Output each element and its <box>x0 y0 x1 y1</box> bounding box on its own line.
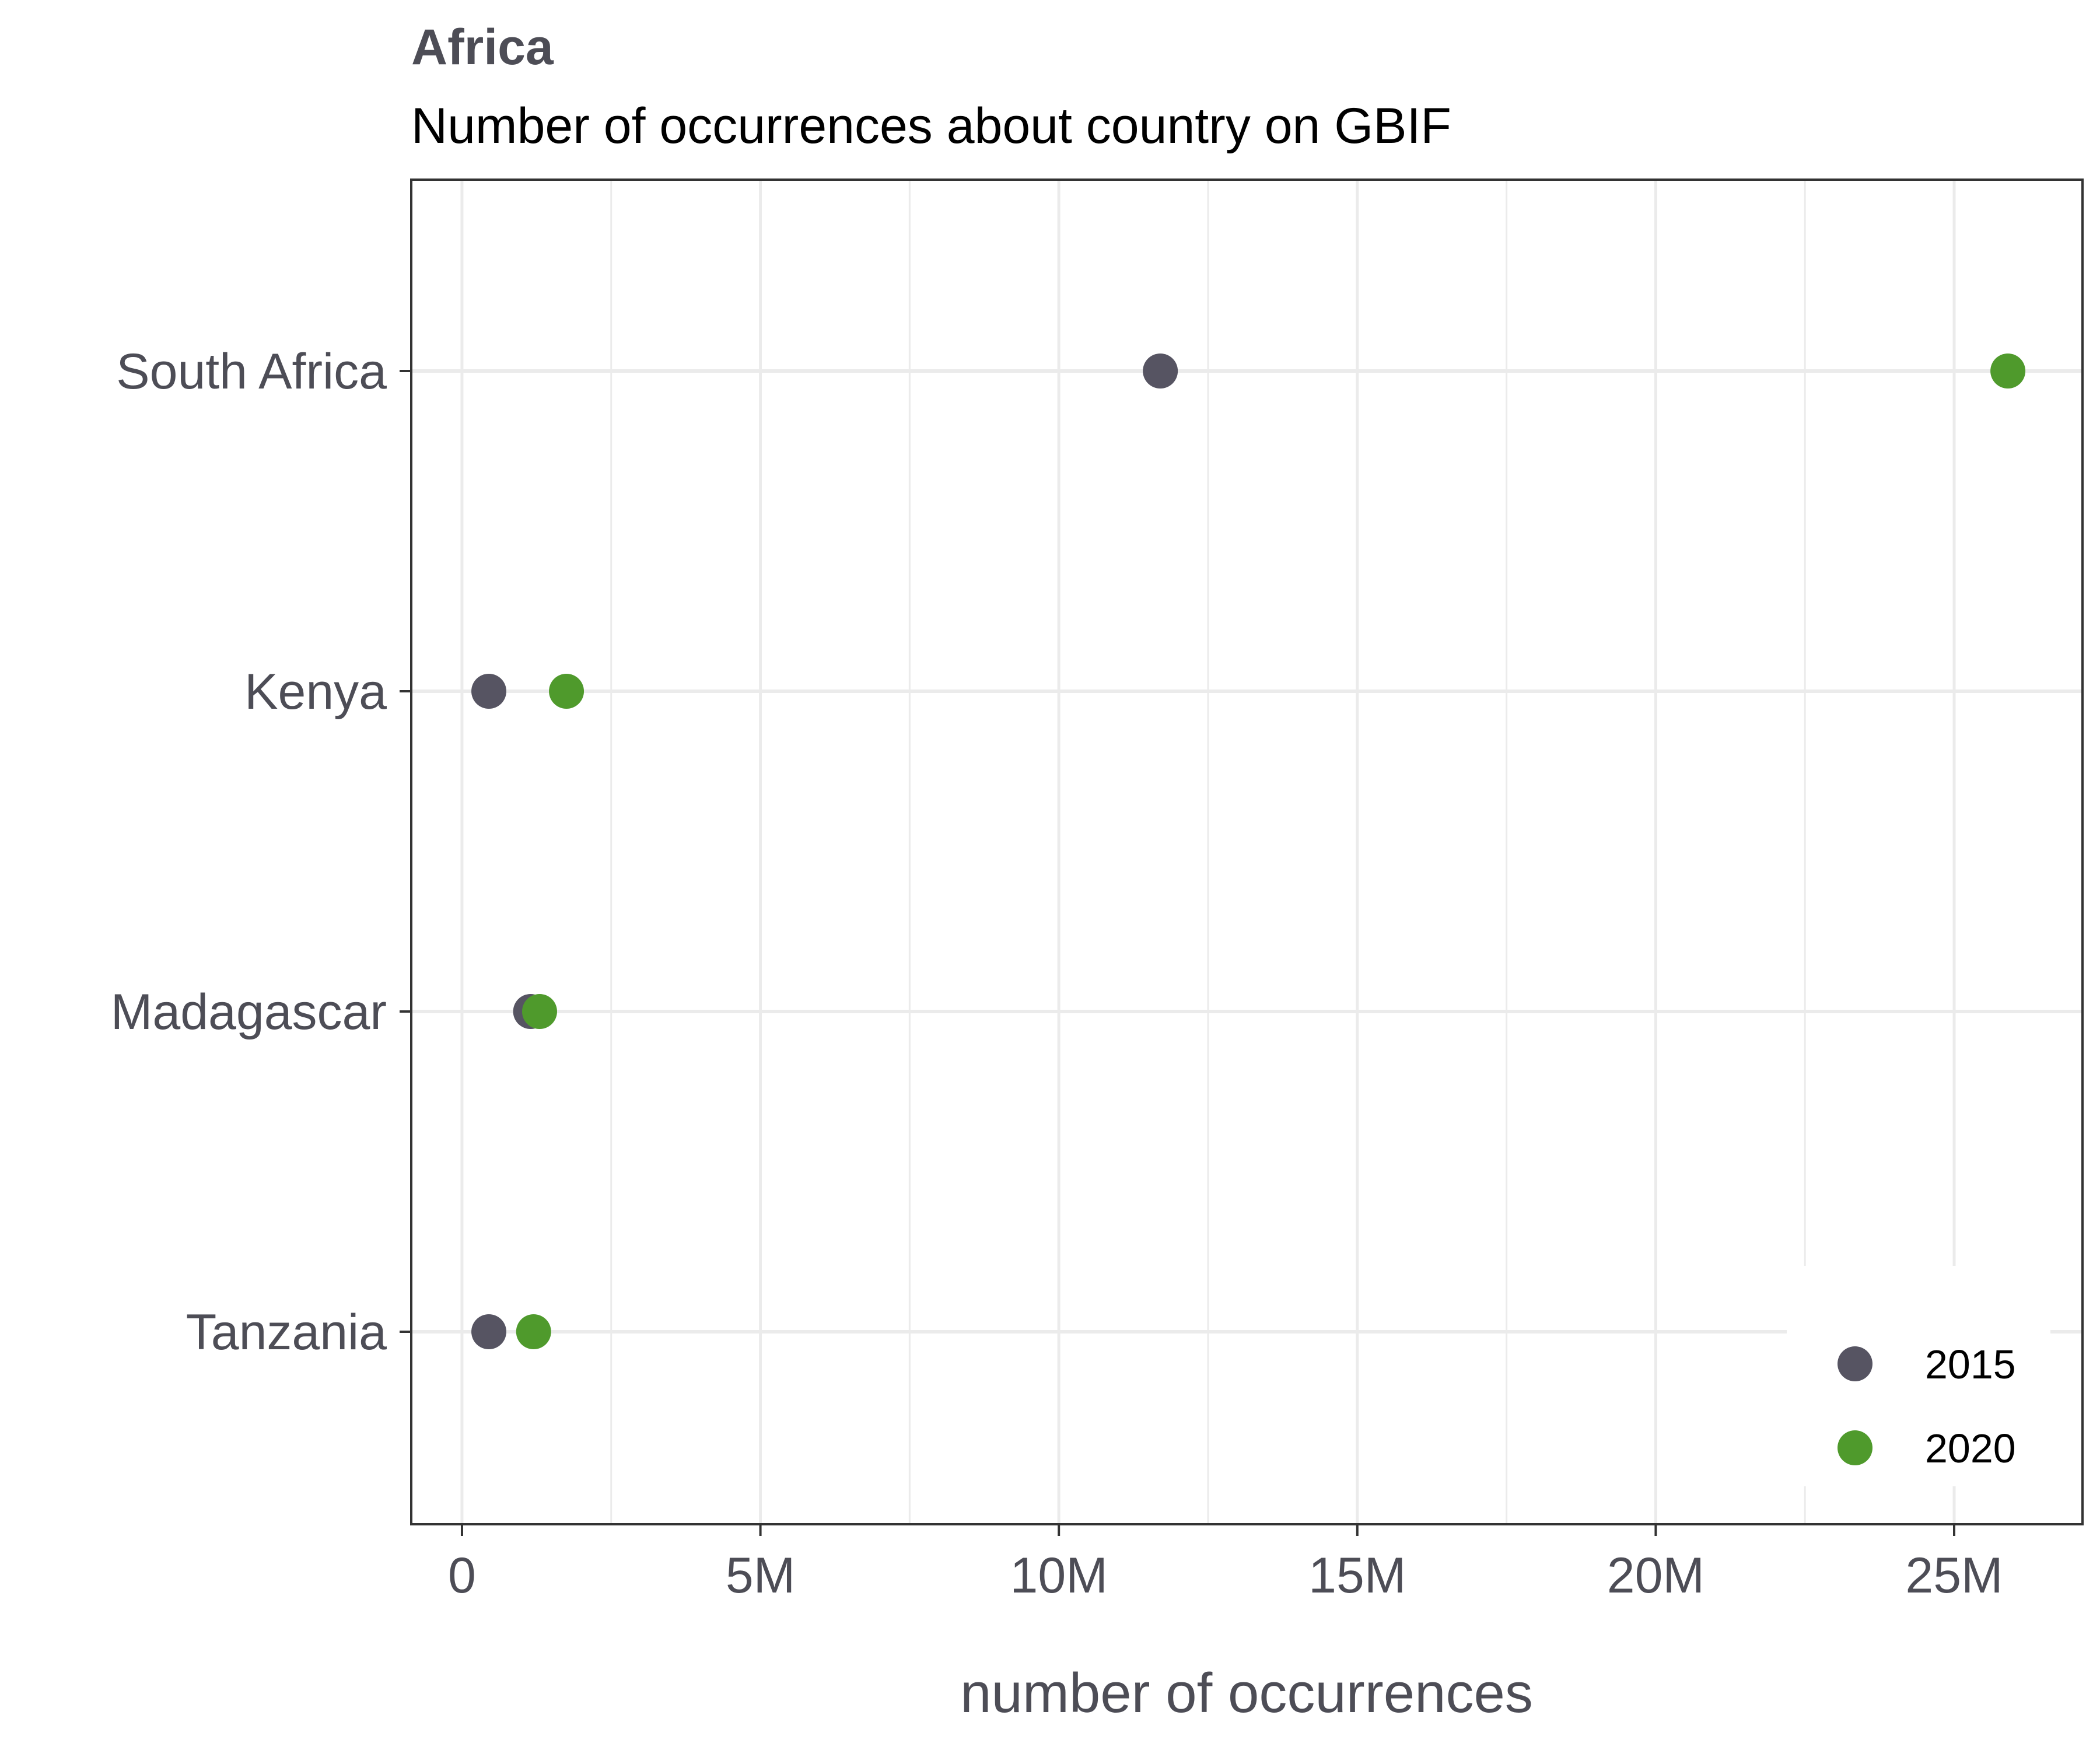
x-tick-label: 20M <box>1607 1548 1704 1604</box>
x-tick-label: 0 <box>448 1548 476 1604</box>
data-points <box>471 354 2026 1349</box>
legend-label-2015: 2015 <box>1925 1342 2016 1387</box>
x-tick-label: 25M <box>1905 1548 2003 1604</box>
x-tick-label: 5M <box>726 1548 795 1604</box>
y-tick-label: Kenya <box>244 664 387 720</box>
chart-subtitle: Number of occurrences about country on G… <box>411 98 1451 154</box>
legend: 2015 2020 <box>1787 1266 2050 1486</box>
point-2020-madagascar <box>522 994 557 1029</box>
x-axis-title: number of occurrences <box>960 1662 1533 1724</box>
legend-key-2020 <box>1838 1430 1873 1465</box>
legend-label-2020: 2020 <box>1925 1426 2016 1471</box>
plot-panel-border <box>410 178 2084 1525</box>
point-2020-south-africa <box>1990 354 2026 388</box>
x-axis: 0 5M 10M 15M 20M 25M <box>448 1524 2003 1604</box>
point-2015-south-africa <box>1143 354 1178 388</box>
x-tick-label: 15M <box>1308 1548 1406 1604</box>
y-tick-label: South Africa <box>116 344 387 400</box>
point-2015-kenya <box>471 674 507 709</box>
y-tick-label: Madagascar <box>111 984 387 1040</box>
x-tick-label: 10M <box>1010 1548 1108 1604</box>
chart-title: Africa <box>411 19 554 75</box>
point-2020-kenya <box>549 674 584 709</box>
legend-key-2015 <box>1838 1346 1873 1381</box>
point-2020-tanzania <box>516 1314 551 1349</box>
point-2015-tanzania <box>471 1314 507 1349</box>
y-axis: Tanzania Madagascar Kenya South Africa <box>111 344 411 1360</box>
y-tick-label: Tanzania <box>186 1304 387 1360</box>
grid-lines <box>411 180 2082 1524</box>
legend-box <box>1787 1266 2050 1486</box>
